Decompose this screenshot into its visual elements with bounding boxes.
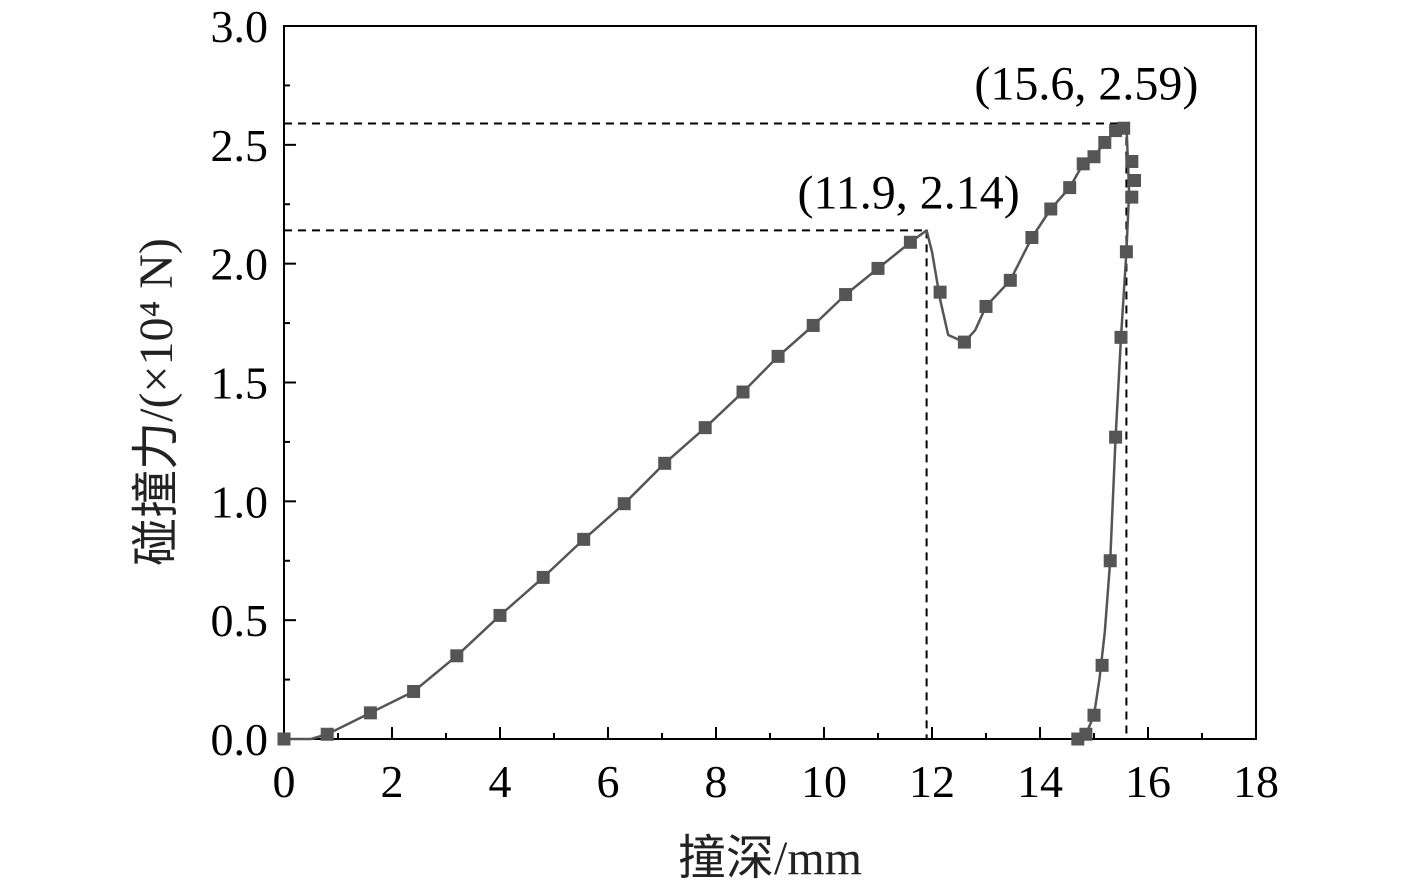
x-axis-title: 撞深/mm bbox=[678, 832, 862, 885]
x-tick-label: 16 bbox=[1125, 756, 1171, 807]
data-point bbox=[1125, 190, 1139, 204]
data-point bbox=[1076, 157, 1090, 171]
x-tick-label: 6 bbox=[597, 756, 620, 807]
x-tick-label: 14 bbox=[1017, 756, 1063, 807]
data-point bbox=[277, 732, 291, 746]
data-point bbox=[1125, 154, 1139, 168]
data-point bbox=[871, 261, 885, 275]
data-point bbox=[658, 456, 672, 470]
x-tick-label: 4 bbox=[489, 756, 512, 807]
data-point bbox=[1117, 121, 1131, 135]
data-point bbox=[320, 727, 334, 741]
markers bbox=[277, 121, 1141, 746]
data-point bbox=[1071, 732, 1085, 746]
data-point bbox=[957, 335, 971, 349]
data-point bbox=[933, 285, 947, 299]
axis-ticks: 0 2 4 6 8 10 12 14 16 18 0.0 0.5 1.0 1.5 2.0 2.5 3.0 bbox=[211, 1, 1280, 807]
data-point bbox=[1109, 430, 1123, 444]
x-tick-label: 18 bbox=[1233, 756, 1279, 807]
data-point bbox=[698, 421, 712, 435]
y-tick-label: 0.0 bbox=[211, 714, 269, 765]
annotation-peak-2: (15.6, 2.59) bbox=[974, 57, 1198, 110]
y-tick-label: 2.5 bbox=[211, 120, 269, 171]
data-point bbox=[1095, 658, 1109, 672]
data-point bbox=[617, 497, 631, 511]
data-point bbox=[903, 235, 917, 249]
data-point bbox=[1114, 330, 1128, 344]
annotation-peak-1: (11.9, 2.14) bbox=[798, 166, 1020, 219]
data-point bbox=[771, 349, 785, 363]
y-tick-label: 2.0 bbox=[211, 239, 269, 290]
data-point bbox=[1003, 273, 1017, 287]
data-point bbox=[1098, 135, 1112, 149]
data-point bbox=[1025, 231, 1039, 245]
series-layer bbox=[284, 122, 1131, 741]
data-point bbox=[1044, 202, 1058, 216]
x-tick-label: 10 bbox=[801, 756, 847, 807]
data-point bbox=[736, 385, 750, 399]
data-point bbox=[1063, 181, 1077, 195]
data-point bbox=[407, 684, 421, 698]
x-tick-label: 2 bbox=[381, 756, 404, 807]
y-axis-title: 碰撞力/(×10⁴ N) bbox=[130, 238, 183, 566]
data-point bbox=[806, 318, 820, 332]
data-point bbox=[839, 288, 853, 302]
data-point bbox=[493, 608, 507, 622]
y-tick-label: 3.0 bbox=[211, 1, 269, 52]
x-tick-label: 12 bbox=[909, 756, 955, 807]
y-tick-label: 0.5 bbox=[211, 595, 269, 646]
y-tick-label: 1.5 bbox=[211, 358, 269, 409]
x-tick-label: 8 bbox=[705, 756, 728, 807]
data-point bbox=[1128, 173, 1141, 187]
data-point bbox=[1119, 245, 1133, 259]
data-point bbox=[1087, 708, 1101, 722]
data-point bbox=[1087, 150, 1101, 164]
series-line bbox=[284, 122, 1131, 741]
data-point bbox=[536, 570, 550, 584]
x-tick-label: 0 bbox=[273, 756, 296, 807]
data-point bbox=[979, 299, 993, 313]
data-point bbox=[1103, 554, 1117, 568]
data-point bbox=[450, 649, 464, 663]
y-tick-label: 1.0 bbox=[211, 476, 269, 527]
data-point bbox=[577, 532, 591, 546]
data-point bbox=[363, 706, 377, 720]
